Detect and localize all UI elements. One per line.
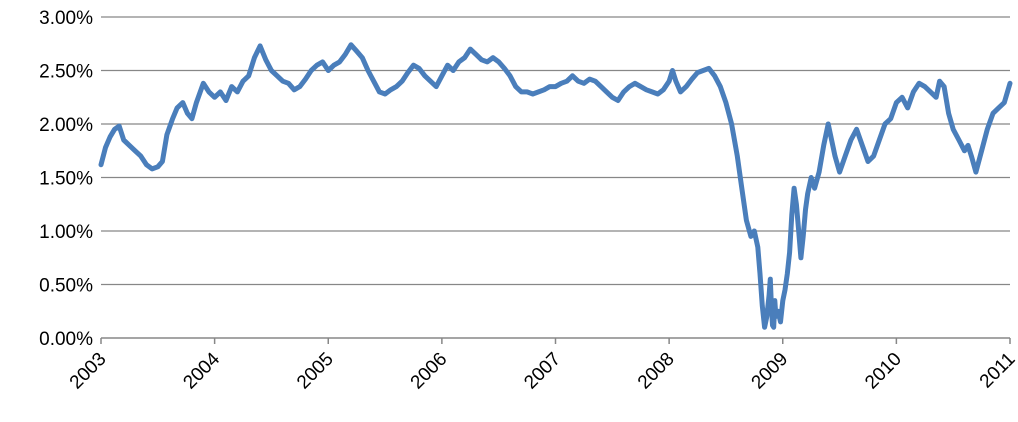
x-axis-tick-labels: 2003 2004 2005 2006 2007 2008 2009 2010 2011: [66, 348, 1018, 393]
y-tick-label: 2.50%: [39, 62, 93, 83]
y-tick-label: 0.50%: [39, 276, 93, 297]
x-tick-label: 2008: [634, 349, 679, 394]
y-tick-label: 3.00%: [39, 8, 93, 29]
y-tick-label: 1.00%: [39, 222, 93, 243]
x-tick-label: 2007: [520, 349, 565, 394]
x-tick-label: 2006: [407, 349, 452, 394]
x-tick-label: 2003: [66, 349, 111, 394]
x-tick-label: 2011: [976, 349, 1018, 393]
y-tick-label: 0.00%: [39, 329, 93, 350]
x-tick-label: 2005: [293, 349, 338, 394]
x-tick-label: 2009: [748, 349, 793, 394]
series-line-1: [98, 42, 1013, 330]
x-tick-label: 2004: [179, 348, 224, 393]
series-layer: [98, 42, 1013, 330]
y-tick-label: 1.50%: [39, 169, 93, 190]
x-tick-label: 2010: [861, 349, 906, 394]
y-axis-tick-labels: 0.00% 0.50% 1.00% 1.50% 2.00% 2.50% 3.00%: [39, 8, 93, 350]
y-tick-label: 2.00%: [39, 115, 93, 136]
gridlines: [100, 16, 1011, 344]
